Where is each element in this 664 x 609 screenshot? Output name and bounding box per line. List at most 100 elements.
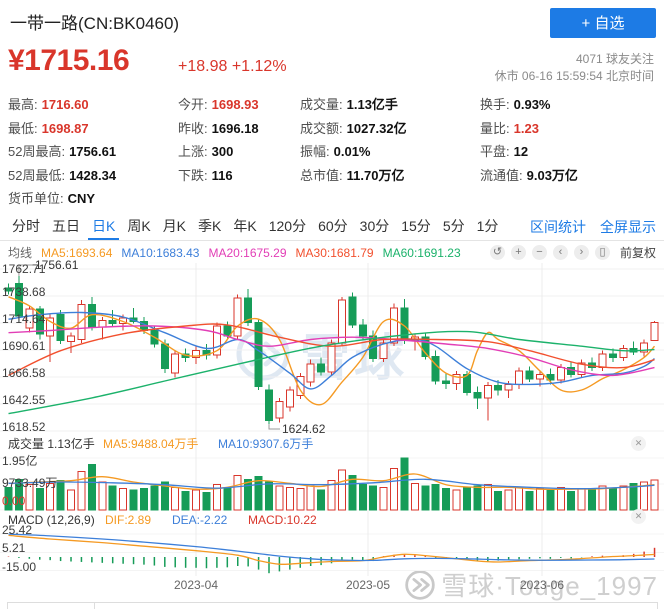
stats-column-2: 今开: 1698.93 昨收: 1696.18 上涨: 300 下跌: 116 <box>178 94 300 212</box>
macd-axis-label: -15.00 <box>2 559 37 574</box>
stat-label: 流通值: <box>480 167 523 183</box>
ma-toolbar: 均线 MA5:1693.64 MA10:1683.43 MA20:1675.29 MA… <box>0 243 664 262</box>
next-icon[interactable]: › <box>573 245 589 260</box>
stat-label: 最高: <box>8 97 38 112</box>
stat-label: 换手: <box>480 97 510 112</box>
prev-icon[interactable]: ‹ <box>552 245 568 260</box>
tab-年K[interactable]: 年K <box>233 218 257 234</box>
stat-item: 上涨: 300 <box>178 141 300 165</box>
stat-label: 平盘: <box>480 144 510 159</box>
stat-value: 1428.34 <box>69 167 117 183</box>
indicator-icon[interactable]: ▯ <box>594 245 610 260</box>
tab-周K[interactable]: 周K <box>127 218 151 234</box>
stat-item: 换手: 0.93% <box>480 94 650 118</box>
date-axis-label: 2023-05 <box>345 578 391 592</box>
stat-value: 1027.32亿 <box>346 120 407 136</box>
current-price: ¥1715.16 <box>8 44 130 77</box>
stats-grid: 最高: 1716.60 最低: 1698.87 52周最高: 1756.61 52周最低: 1… <box>8 94 658 212</box>
macd-axis-label: 25.42 <box>2 523 33 538</box>
date-axis-label: 2023-04 <box>173 578 219 592</box>
stat-label: 上涨: <box>178 144 208 159</box>
stats-column-4: 换手: 0.93% 量比: 1.23 平盘: 12 流通值: 9.03万亿 <box>480 94 650 212</box>
stat-item: 成交额: 1027.32亿 <box>300 118 480 142</box>
volume-axis-label: 9733.49万 <box>2 476 58 490</box>
stat-item: 平盘: 12 <box>480 141 650 165</box>
stat-value: 1756.61 <box>69 144 117 159</box>
tab-分时[interactable]: 分时 <box>12 218 40 234</box>
stat-value: 1696.18 <box>211 120 259 136</box>
volume-panel-close-icon[interactable]: ✕ <box>631 436 646 451</box>
stat-value: 0.93% <box>513 97 551 112</box>
xueqiu-logo-icon <box>405 569 435 600</box>
price-axis-label: 1666.58 <box>2 366 46 380</box>
date-axis-label: 2023-06 <box>519 578 565 592</box>
followers-count: 4071 球友关注 <box>575 52 654 66</box>
stat-item: 52周最低: 1428.34 <box>8 165 178 189</box>
ma-legend-ma20: MA20:1675.29 <box>208 245 287 260</box>
undo-icon[interactable]: ↺ <box>489 245 505 260</box>
tab-季K[interactable]: 季K <box>198 218 222 234</box>
stat-label: 成交量: <box>300 97 343 112</box>
stat-item: 昨收: 1696.18 <box>178 118 300 142</box>
high-marker-label: 1756.61 <box>35 258 79 272</box>
macd-axis-label: 5.21 <box>2 541 26 556</box>
tab-120分[interactable]: 120分 <box>268 218 307 234</box>
stat-item: 流通值: 9.03万亿 <box>480 165 650 189</box>
stat-item: 量比: 1.23 <box>480 118 650 142</box>
volume-title: 成交量 1.13亿手 <box>8 437 95 451</box>
stat-value: 1.23 <box>513 120 539 136</box>
tab-日K[interactable]: 日K <box>88 214 120 240</box>
stat-value: 1698.93 <box>211 97 259 112</box>
next-section-table <box>7 602 658 609</box>
stat-item: 成交量: 1.13亿手 <box>300 94 480 118</box>
stat-value: 300 <box>211 144 234 159</box>
price-axis-label: 1762.71 <box>2 262 46 276</box>
tab-30分[interactable]: 30分 <box>359 218 390 234</box>
add-watchlist-button[interactable]: + 自选 <box>550 8 656 38</box>
volume-axis-label: 1.95亿 <box>2 454 38 468</box>
stat-label: 货币单位: <box>8 191 64 206</box>
stat-label: 振幅: <box>300 144 330 159</box>
zoom-in-icon[interactable]: + <box>510 245 526 260</box>
tab-5分[interactable]: 5分 <box>442 218 465 234</box>
stat-label: 成交额: <box>300 120 343 136</box>
stat-item: 总市值: 11.70万亿 <box>300 165 480 189</box>
stat-item: 最低: 1698.87 <box>8 118 178 142</box>
stat-value: 1698.87 <box>41 120 89 136</box>
stat-label: 最低: <box>8 120 38 136</box>
fuquan-dropdown[interactable]: 前复权 <box>619 246 656 260</box>
ma-values: MA5:1693.64 MA10:1683.43 MA20:1675.29 MA30:… <box>32 246 461 260</box>
price-axis-label: 1738.68 <box>2 285 46 299</box>
stat-value: 116 <box>211 167 233 183</box>
link-区间统计[interactable]: 区间统计 <box>530 219 586 235</box>
stat-value: CNY <box>67 191 96 206</box>
stat-label: 总市值: <box>300 167 343 183</box>
tab-60分[interactable]: 60分 <box>318 218 348 234</box>
zoom-out-icon[interactable]: − <box>531 245 547 260</box>
tab-15分[interactable]: 15分 <box>401 218 431 234</box>
stat-label: 52周最低: <box>8 167 66 183</box>
tab-月K[interactable]: 月K <box>162 218 187 234</box>
tab-五日[interactable]: 五日 <box>52 218 80 234</box>
stat-value: 0.01% <box>333 144 371 159</box>
tab-1分[interactable]: 1分 <box>476 218 499 234</box>
price-axis-label: 1690.61 <box>2 339 46 353</box>
macd-panel-close-icon[interactable]: ✕ <box>631 509 646 524</box>
stat-value: 9.03万亿 <box>526 167 578 183</box>
stat-item: 货币单位: CNY <box>8 188 178 212</box>
link-全屏显示[interactable]: 全屏显示 <box>600 219 656 235</box>
macd-dea-value: DEA:-2.22 <box>172 513 228 527</box>
stat-label: 下跌: <box>178 167 208 183</box>
stat-value: 1716.60 <box>41 97 89 112</box>
ma-legend-ma10: MA10:1683.43 <box>121 245 200 260</box>
stat-item: 今开: 1698.93 <box>178 94 300 118</box>
macd-title: MACD (12,26,9) <box>8 513 95 527</box>
stat-label: 52周最高: <box>8 144 66 159</box>
ma-legend-ma60: MA60:1691.23 <box>382 245 461 260</box>
chart-tools: ↺ + − ‹ › ▯ 前复权 <box>489 244 664 261</box>
macd-dif-value: DIF:2.89 <box>105 513 152 527</box>
watermark-username: 雪球·Touge_1997 <box>441 571 658 601</box>
